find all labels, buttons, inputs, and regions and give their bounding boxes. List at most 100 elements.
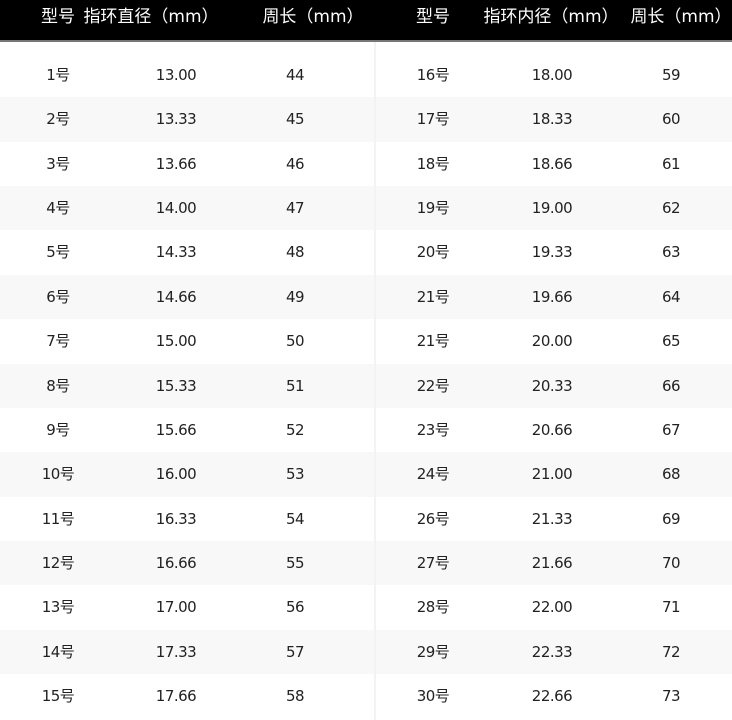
header-model: 型号 <box>41 7 75 27</box>
cell-diameter: 14.00 <box>155 199 197 218</box>
cell-diameter: 17.00 <box>155 598 197 617</box>
cell-size: 5号 <box>46 243 70 262</box>
cell-circumference: 69 <box>661 509 681 528</box>
cell-size: 4号 <box>46 199 70 218</box>
cell-diameter: 22.66 <box>531 687 573 706</box>
table-row: 13号 17.00 56 28号 22.00 71 <box>0 585 732 629</box>
cell-circumference: 44 <box>285 66 305 84</box>
header-diameter: 指环直径（mm） <box>83 7 219 27</box>
cell-diameter: 13.66 <box>155 154 197 173</box>
cell-size: 30号 <box>416 687 450 706</box>
cell-size: 2号 <box>46 110 70 129</box>
cell-size: 26号 <box>416 509 450 528</box>
cell-size: 19号 <box>416 199 450 218</box>
table-row: 10号 16.00 53 24号 21.00 68 <box>0 452 732 497</box>
cell-diameter: 17.33 <box>155 642 197 661</box>
cell-circumference: 53 <box>285 465 305 484</box>
cell-circumference: 50 <box>285 332 305 351</box>
cell-circumference: 59 <box>661 66 681 84</box>
cell-diameter: 19.66 <box>531 287 573 306</box>
cell-circumference: 71 <box>661 598 681 617</box>
cell-size: 10号 <box>41 465 75 484</box>
cell-diameter: 21.33 <box>531 509 573 528</box>
cell-diameter: 21.00 <box>531 465 573 484</box>
table-row: 15号 17.66 58 30号 22.66 73 <box>0 674 732 718</box>
table-row: 9号 15.66 52 23号 20.66 67 <box>0 408 732 452</box>
cell-size: 20号 <box>416 243 450 262</box>
cell-circumference: 64 <box>661 287 681 306</box>
cell-circumference: 45 <box>285 110 305 129</box>
cell-circumference: 60 <box>661 110 681 129</box>
cell-circumference: 61 <box>661 154 681 173</box>
cell-diameter: 19.33 <box>531 243 573 262</box>
cell-circumference: 55 <box>285 553 305 572</box>
cell-size: 21号 <box>416 287 450 306</box>
cell-circumference: 48 <box>285 243 305 262</box>
cell-circumference: 67 <box>661 420 681 439</box>
table-header: 型号 指环直径（mm） 周长（mm） 型号 指环内径（mm） 周长（mm） <box>0 0 732 42</box>
cell-circumference: 51 <box>285 376 305 395</box>
cell-circumference: 63 <box>661 243 681 262</box>
header-circumference-right: 周长（mm） <box>630 7 732 27</box>
cell-circumference: 66 <box>661 376 681 395</box>
cell-size: 27号 <box>416 553 450 572</box>
cell-size: 28号 <box>416 598 450 617</box>
table-row: 5号 14.33 48 20号 19.33 63 <box>0 230 732 274</box>
cell-diameter: 15.33 <box>155 376 197 395</box>
cell-diameter: 22.00 <box>531 598 573 617</box>
cell-circumference: 73 <box>661 687 681 706</box>
cell-circumference: 57 <box>285 642 305 661</box>
cell-size: 15号 <box>41 687 75 706</box>
cell-circumference: 68 <box>661 465 681 484</box>
cell-size: 9号 <box>46 420 70 439</box>
cell-diameter: 16.00 <box>155 465 197 484</box>
cell-diameter: 18.33 <box>531 110 573 129</box>
cell-diameter: 15.66 <box>155 420 197 439</box>
cell-size: 22号 <box>416 376 450 395</box>
header-model-right: 型号 <box>416 7 450 27</box>
header-circumference: 周长（mm） <box>262 7 364 27</box>
cell-diameter: 14.33 <box>155 243 197 262</box>
column-divider <box>374 42 376 720</box>
cell-size: 14号 <box>41 642 75 661</box>
table-row: 4号 14.00 47 19号 19.00 62 <box>0 186 732 231</box>
cell-circumference: 56 <box>285 598 305 617</box>
cell-size: 12号 <box>41 553 75 572</box>
cell-diameter: 18.00 <box>531 66 573 84</box>
cell-size: 11号 <box>41 509 75 528</box>
cell-circumference: 46 <box>285 154 305 173</box>
table-row: 8号 15.33 51 22号 20.33 66 <box>0 363 732 408</box>
cell-size: 17号 <box>416 110 450 129</box>
header-inner-diameter: 指环内径（mm） <box>483 7 619 27</box>
table-row: 6号 14.66 49 21号 19.66 64 <box>0 274 732 320</box>
cell-circumference: 52 <box>285 420 305 439</box>
cell-size: 18号 <box>416 154 450 173</box>
table-row: 7号 15.00 50 21号 20.00 65 <box>0 319 732 363</box>
cell-size: 16号 <box>416 66 450 84</box>
cell-circumference: 58 <box>285 687 305 706</box>
table-row: 3号 13.66 46 18号 18.66 61 <box>0 142 732 186</box>
cell-size: 8号 <box>46 376 70 395</box>
cell-diameter: 16.33 <box>155 509 197 528</box>
cell-diameter: 16.66 <box>155 553 197 572</box>
cell-size: 21号 <box>416 332 450 351</box>
cell-circumference: 49 <box>285 287 305 306</box>
cell-size: 6号 <box>46 287 70 306</box>
cell-circumference: 70 <box>661 553 681 572</box>
cell-diameter: 14.66 <box>155 287 197 306</box>
cell-circumference: 54 <box>285 509 305 528</box>
cell-circumference: 72 <box>661 642 681 661</box>
cell-diameter: 19.00 <box>531 199 573 218</box>
cell-circumference: 65 <box>661 332 681 351</box>
table-row: 14号 17.33 57 29号 22.33 72 <box>0 629 732 675</box>
cell-diameter: 13.00 <box>155 66 197 84</box>
cell-diameter: 18.66 <box>531 154 573 173</box>
cell-circumference: 62 <box>661 199 681 218</box>
cell-diameter: 13.33 <box>155 110 197 129</box>
cell-size: 24号 <box>416 465 450 484</box>
cell-diameter: 22.33 <box>531 642 573 661</box>
cell-diameter: 15.00 <box>155 332 197 351</box>
cell-circumference: 47 <box>285 199 305 218</box>
table-row: 11号 16.33 54 26号 21.33 69 <box>0 497 732 541</box>
table-row: 2号 13.33 45 17号 18.33 60 <box>0 97 732 142</box>
